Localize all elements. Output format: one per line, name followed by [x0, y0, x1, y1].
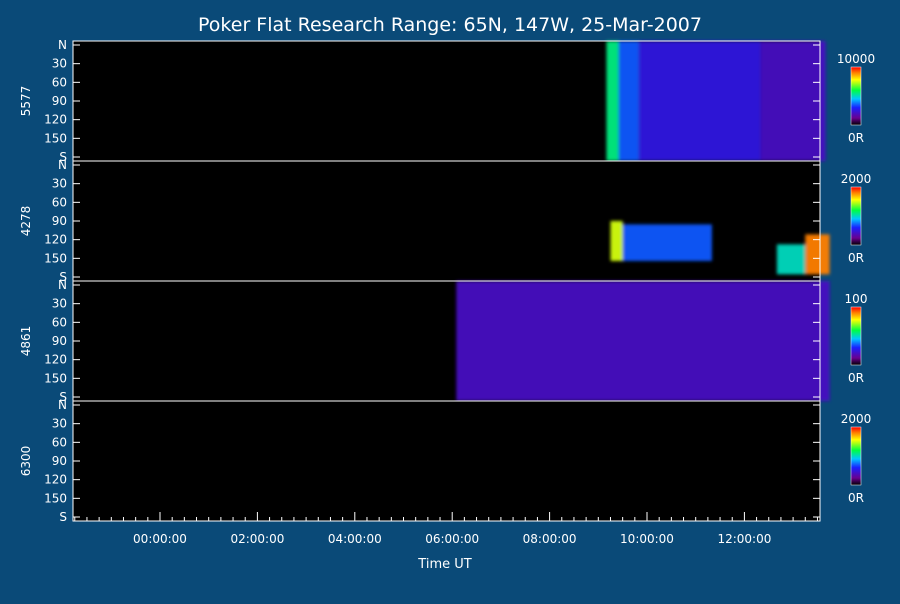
colorbar [850, 66, 862, 126]
panel-4861: N 30 60 90 120 150 S 4861 100 0R [19, 278, 867, 404]
emission-region [618, 41, 639, 161]
y-tick-label: 60 [52, 315, 67, 329]
y-tick-label: S [59, 510, 67, 524]
colorbar [850, 426, 862, 486]
emission-region [622, 224, 712, 261]
colorbar [850, 306, 862, 366]
y-tick-label: 90 [52, 94, 67, 108]
panel-background [73, 161, 820, 281]
y-tick-label: S [59, 390, 67, 404]
y-tick-label: 30 [52, 177, 67, 191]
panel-name: 5577 [19, 86, 33, 117]
colorbar-min-label: 0R [848, 131, 864, 145]
y-tick-label: 90 [52, 334, 67, 348]
panel-5577: N 30 60 90 120 150 S 5577 10000 0R [19, 38, 875, 164]
x-axis-label: Time UT [417, 557, 471, 572]
x-tick-label: 00:00:00 [133, 532, 187, 546]
emission-region [606, 41, 619, 161]
emission-region [638, 41, 761, 161]
y-tick-label: S [59, 150, 67, 164]
plot-frame [72, 40, 821, 522]
colorbar-max-label: 2000 [841, 412, 872, 426]
x-axis: 00:00:00 02:00:00 04:00:00 06:00:00 08:00:00… [74, 512, 818, 546]
activity-layer [456, 281, 830, 401]
panel-4278: N 30 60 90 120 150 S 4278 2000 0R [19, 158, 871, 284]
colorbar-min-label: 0R [848, 491, 864, 505]
x-tick-label: 02:00:00 [230, 532, 284, 546]
panel-6300: N 30 60 90 120 150 S 6300 2000 0R [19, 398, 871, 524]
emission-region [456, 281, 830, 401]
emission-region [805, 234, 830, 275]
y-tick-label: 120 [44, 113, 67, 127]
panel-name: 4278 [19, 206, 33, 237]
x-tick-label: 10:00:00 [620, 532, 674, 546]
y-tick-label: 150 [44, 491, 67, 505]
y-tick-label: 30 [52, 297, 67, 311]
colorbar-min-label: 0R [848, 251, 864, 265]
x-tick-label: 04:00:00 [328, 532, 382, 546]
chart-title: Poker Flat Research Range: 65N, 147W, 25… [198, 14, 702, 36]
y-tick-label: 30 [52, 417, 67, 431]
panel-background [73, 401, 820, 521]
y-tick-label: 60 [52, 435, 67, 449]
y-tick-label: 120 [44, 233, 67, 247]
y-tick-label: S [59, 270, 67, 284]
y-tick-label: 60 [52, 75, 67, 89]
y-tick-label: 30 [52, 57, 67, 71]
colorbar-max-label: 10000 [837, 52, 875, 66]
y-tick-label: 60 [52, 195, 67, 209]
x-tick-label: 08:00:00 [523, 532, 577, 546]
x-tick-label: 12:00:00 [717, 532, 771, 546]
activity-layer [606, 41, 826, 161]
y-tick-label: 150 [44, 371, 67, 385]
y-tick-label: 150 [44, 131, 67, 145]
emission-region [610, 221, 623, 261]
y-tick-label: N [58, 278, 67, 292]
colorbar [850, 186, 862, 246]
x-tick-label: 06:00:00 [425, 532, 479, 546]
y-tick-label: 150 [44, 251, 67, 265]
y-tick-label: N [58, 158, 67, 172]
y-tick-label: 90 [52, 454, 67, 468]
colorbar-max-label: 100 [845, 292, 868, 306]
y-tick-label: N [58, 398, 67, 412]
panel-name: 4861 [19, 326, 33, 357]
panels-group: N 30 60 90 120 150 S 5577 10000 0R N 30 60 90 120 150 S 4… [19, 38, 875, 524]
y-tick-label: N [58, 38, 67, 52]
activity-layer [610, 221, 830, 275]
panel-name: 6300 [19, 446, 33, 477]
emission-region [776, 244, 806, 275]
y-tick-label: 120 [44, 353, 67, 367]
y-tick-label: 90 [52, 214, 67, 228]
colorbar-min-label: 0R [848, 371, 864, 385]
colorbar-max-label: 2000 [841, 172, 872, 186]
y-tick-label: 120 [44, 473, 67, 487]
